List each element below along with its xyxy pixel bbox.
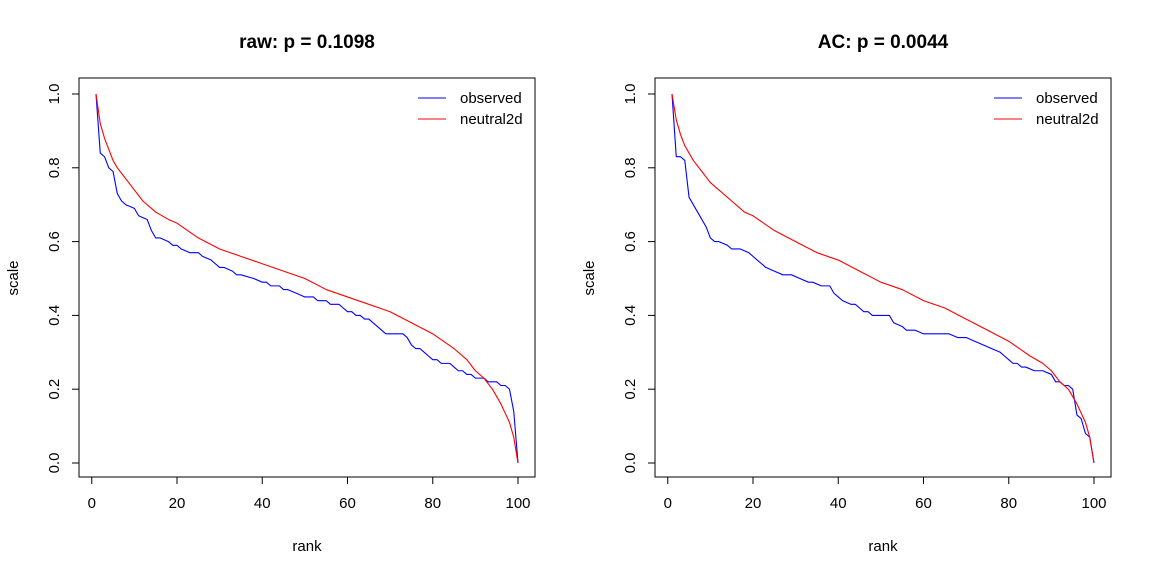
chart-title: AC: p = 0.0044: [818, 32, 949, 53]
y-axis-label: scale: [581, 260, 598, 295]
plot-frame: [654, 77, 1112, 478]
legend: observed neutral2d: [418, 90, 523, 128]
y-tick-label: 0.8: [622, 157, 639, 178]
y-tick-label: 0.6: [46, 231, 63, 252]
x-tick-label: 20: [745, 495, 762, 512]
axis-ticks: 0 20 40 60 80 100 0.0 0.2 0.4 0.6 0.8 1.0: [622, 84, 1107, 512]
y-tick-label: 0.6: [622, 231, 639, 252]
x-tick-label: 80: [424, 495, 441, 512]
legend-label-observed: observed: [1036, 90, 1098, 107]
x-tick-label: 80: [1000, 495, 1017, 512]
series-line-neutral2d: [671, 93, 1095, 464]
chart-title: raw: p = 0.1098: [239, 32, 375, 53]
legend-label-neutral2d: neutral2d: [460, 111, 523, 128]
axis-ticks: 0 20 40 60 80 100 0.0 0.2 0.4 0.6 0.8 1.0: [46, 84, 531, 512]
y-tick-label: 0.8: [46, 157, 63, 178]
series-lines: [671, 93, 1095, 464]
series-line-observed: [95, 93, 519, 464]
series-line-observed: [671, 93, 1095, 464]
x-tick-label: 60: [915, 495, 932, 512]
y-axis-label: scale: [5, 260, 22, 295]
chart-panel-raw: raw: p = 0.1098 0 20 40 60 80 100 0.0 0.2 0.4 0.6…: [5, 32, 536, 555]
x-tick-label: 40: [830, 495, 847, 512]
y-tick-label: 0.0: [46, 453, 63, 474]
legend: observed neutral2d: [994, 90, 1099, 128]
y-tick-label: 1.0: [46, 84, 63, 105]
plot-frame: [78, 77, 536, 478]
legend-label-observed: observed: [460, 90, 522, 107]
x-tick-label: 100: [1081, 495, 1106, 512]
x-axis-label: rank: [868, 538, 898, 555]
x-tick-label: 40: [254, 495, 271, 512]
y-tick-label: 1.0: [622, 84, 639, 105]
y-tick-label: 0.2: [622, 379, 639, 400]
series-lines: [95, 93, 519, 464]
y-tick-label: 0.4: [622, 305, 639, 326]
chart-panel-ac: AC: p = 0.0044 0 20 40 60 80 1000.00.20.40.60…: [581, 32, 1112, 555]
legend-label-neutral2d: neutral2d: [1036, 111, 1099, 128]
y-tick-label: 0.0: [622, 453, 639, 474]
x-tick-label: 100: [505, 495, 530, 512]
x-tick-label: 60: [339, 495, 356, 512]
x-axis-label: rank: [292, 538, 322, 555]
x-tick-label: 0: [664, 495, 672, 512]
series-line-neutral2d: [95, 93, 519, 464]
y-tick-label: 0.2: [46, 379, 63, 400]
x-tick-label: 20: [169, 495, 186, 512]
y-tick-label: 0.4: [46, 305, 63, 326]
x-tick-label: 0: [88, 495, 96, 512]
